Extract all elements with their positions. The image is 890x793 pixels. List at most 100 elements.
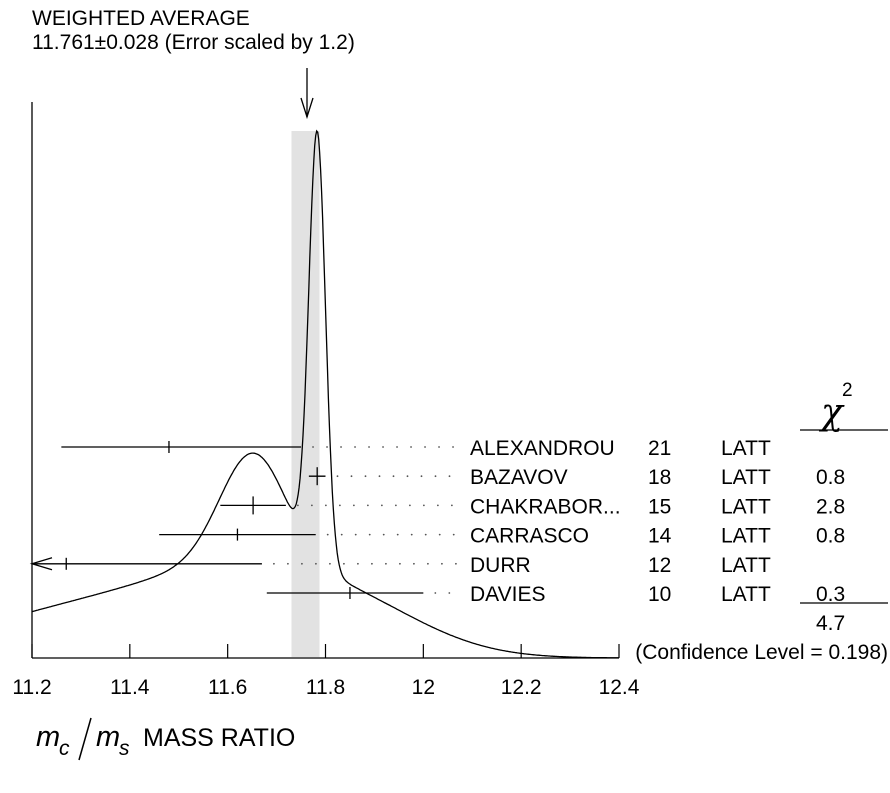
leader-dot <box>380 504 383 507</box>
leader-dot <box>424 533 427 536</box>
x-label-text: MASS RATIO <box>143 724 295 752</box>
leader-dot <box>296 504 299 507</box>
leader-dot <box>326 446 328 448</box>
leader-dot <box>413 562 415 565</box>
leader-dot <box>427 562 429 565</box>
leader-dot <box>340 533 343 536</box>
chi2-value: 2.8 <box>816 495 845 518</box>
leader-dot <box>368 446 370 448</box>
year-label: 10 <box>648 583 671 606</box>
leader-dot <box>452 446 454 448</box>
leader-dot <box>452 533 455 536</box>
leader-dot <box>364 475 367 478</box>
x-tick-label: 12.4 <box>599 676 640 699</box>
chi2-header: χ <box>818 392 845 433</box>
technique-label: LATT <box>721 554 771 577</box>
leader-dot <box>382 446 384 448</box>
author-label: CARRASCO <box>470 525 589 548</box>
leader-dot <box>434 592 437 594</box>
technique-label: LATT <box>721 583 771 606</box>
leader-dot <box>410 533 413 536</box>
year-label: 15 <box>648 495 671 518</box>
leader-dot <box>324 504 327 507</box>
chi2-total: 4.7 <box>816 612 845 635</box>
x-label-var-c: m <box>36 721 60 753</box>
leader-dot <box>436 504 439 507</box>
x-label-sub-s: s <box>119 737 130 760</box>
leader-dot <box>438 533 441 536</box>
leader-dot <box>410 446 412 448</box>
leader-dot <box>392 475 395 478</box>
year-label: 18 <box>648 466 671 489</box>
leader-dot <box>448 592 451 594</box>
leader-dot <box>287 562 289 565</box>
leader-dot <box>450 504 453 507</box>
x-axis-label: m c m s MASS RATIO <box>36 717 295 761</box>
leader-dot <box>399 562 401 565</box>
ideogram-curve <box>31 129 620 659</box>
year-label: 21 <box>648 437 671 460</box>
leader-dot <box>326 533 329 536</box>
x-tick-label: 12 <box>412 676 435 699</box>
leader-dot <box>441 562 443 565</box>
author-label: DURR <box>470 554 531 577</box>
leader-dot <box>312 446 314 448</box>
weighted-average-value: 11.761±0.028 (Error scaled by 1.2) <box>32 31 355 54</box>
leader-dot <box>350 475 353 478</box>
technique-label: LATT <box>721 525 771 548</box>
leader-dot <box>315 562 317 565</box>
chi2-header-exponent: 2 <box>842 380 853 401</box>
leader-dot <box>371 562 373 565</box>
leader-dot <box>273 562 275 565</box>
leader-dot <box>368 533 371 536</box>
leader-dot <box>396 446 398 448</box>
leader-dot <box>385 562 387 565</box>
arrow-left-icon <box>29 557 53 571</box>
leader-dot <box>310 504 313 507</box>
x-tick-label: 12.2 <box>501 676 542 699</box>
leader-dot <box>382 533 385 536</box>
x-label-var-s: m <box>96 721 120 753</box>
chi2-value: 0.8 <box>816 466 845 489</box>
author-label: ALEXANDROU <box>470 437 615 460</box>
leader-dot <box>301 562 303 565</box>
leader-dot <box>352 504 355 507</box>
leader-dot <box>434 475 437 478</box>
leader-dot <box>336 475 339 478</box>
leader-dot <box>422 504 425 507</box>
author-label: DAVIES <box>470 583 545 606</box>
weighted-average-arrow-head <box>300 97 314 120</box>
leader-dot <box>420 475 423 478</box>
chi2-value: 0.3 <box>816 583 845 606</box>
x-ticks: 11.2 11.4 11.6 11.8 12 12.2 12.4 <box>12 644 640 699</box>
technique-label: LATT <box>721 437 771 460</box>
x-tick-label: 11.4 <box>110 676 150 699</box>
x-tick-label: 11.6 <box>208 676 247 699</box>
author-label: CHAKRABOR... <box>470 495 621 518</box>
x-label-slash <box>78 717 92 761</box>
leader-dot <box>354 446 356 448</box>
leader-dot <box>406 475 409 478</box>
chart-title: WEIGHTED AVERAGE <box>32 7 250 30</box>
x-label-sub-c: c <box>59 737 70 760</box>
leader-dot <box>455 562 457 565</box>
measurement-rows: ALEXANDROU 21 LATT BAZAVOV 18 LATT 0.8 CHAKRABO… <box>29 437 845 606</box>
leader-dot <box>343 562 345 565</box>
x-tick-label: 11.8 <box>306 676 345 699</box>
leader-dot <box>329 562 331 565</box>
leader-dot <box>340 446 342 448</box>
leader-dot <box>357 562 359 565</box>
leader-dot <box>438 446 440 448</box>
leader-dot <box>338 504 341 507</box>
leader-dot <box>408 504 411 507</box>
leader-dot <box>394 504 397 507</box>
x-tick-label: 11.2 <box>12 676 51 699</box>
leader-dot <box>354 533 357 536</box>
leader-dot <box>396 533 399 536</box>
chi2-value: 0.8 <box>816 525 845 548</box>
year-label: 14 <box>648 525 672 548</box>
confidence-level: (Confidence Level = 0.198) <box>635 641 888 664</box>
author-label: BAZAVOV <box>470 466 568 489</box>
leader-dot <box>424 446 426 448</box>
